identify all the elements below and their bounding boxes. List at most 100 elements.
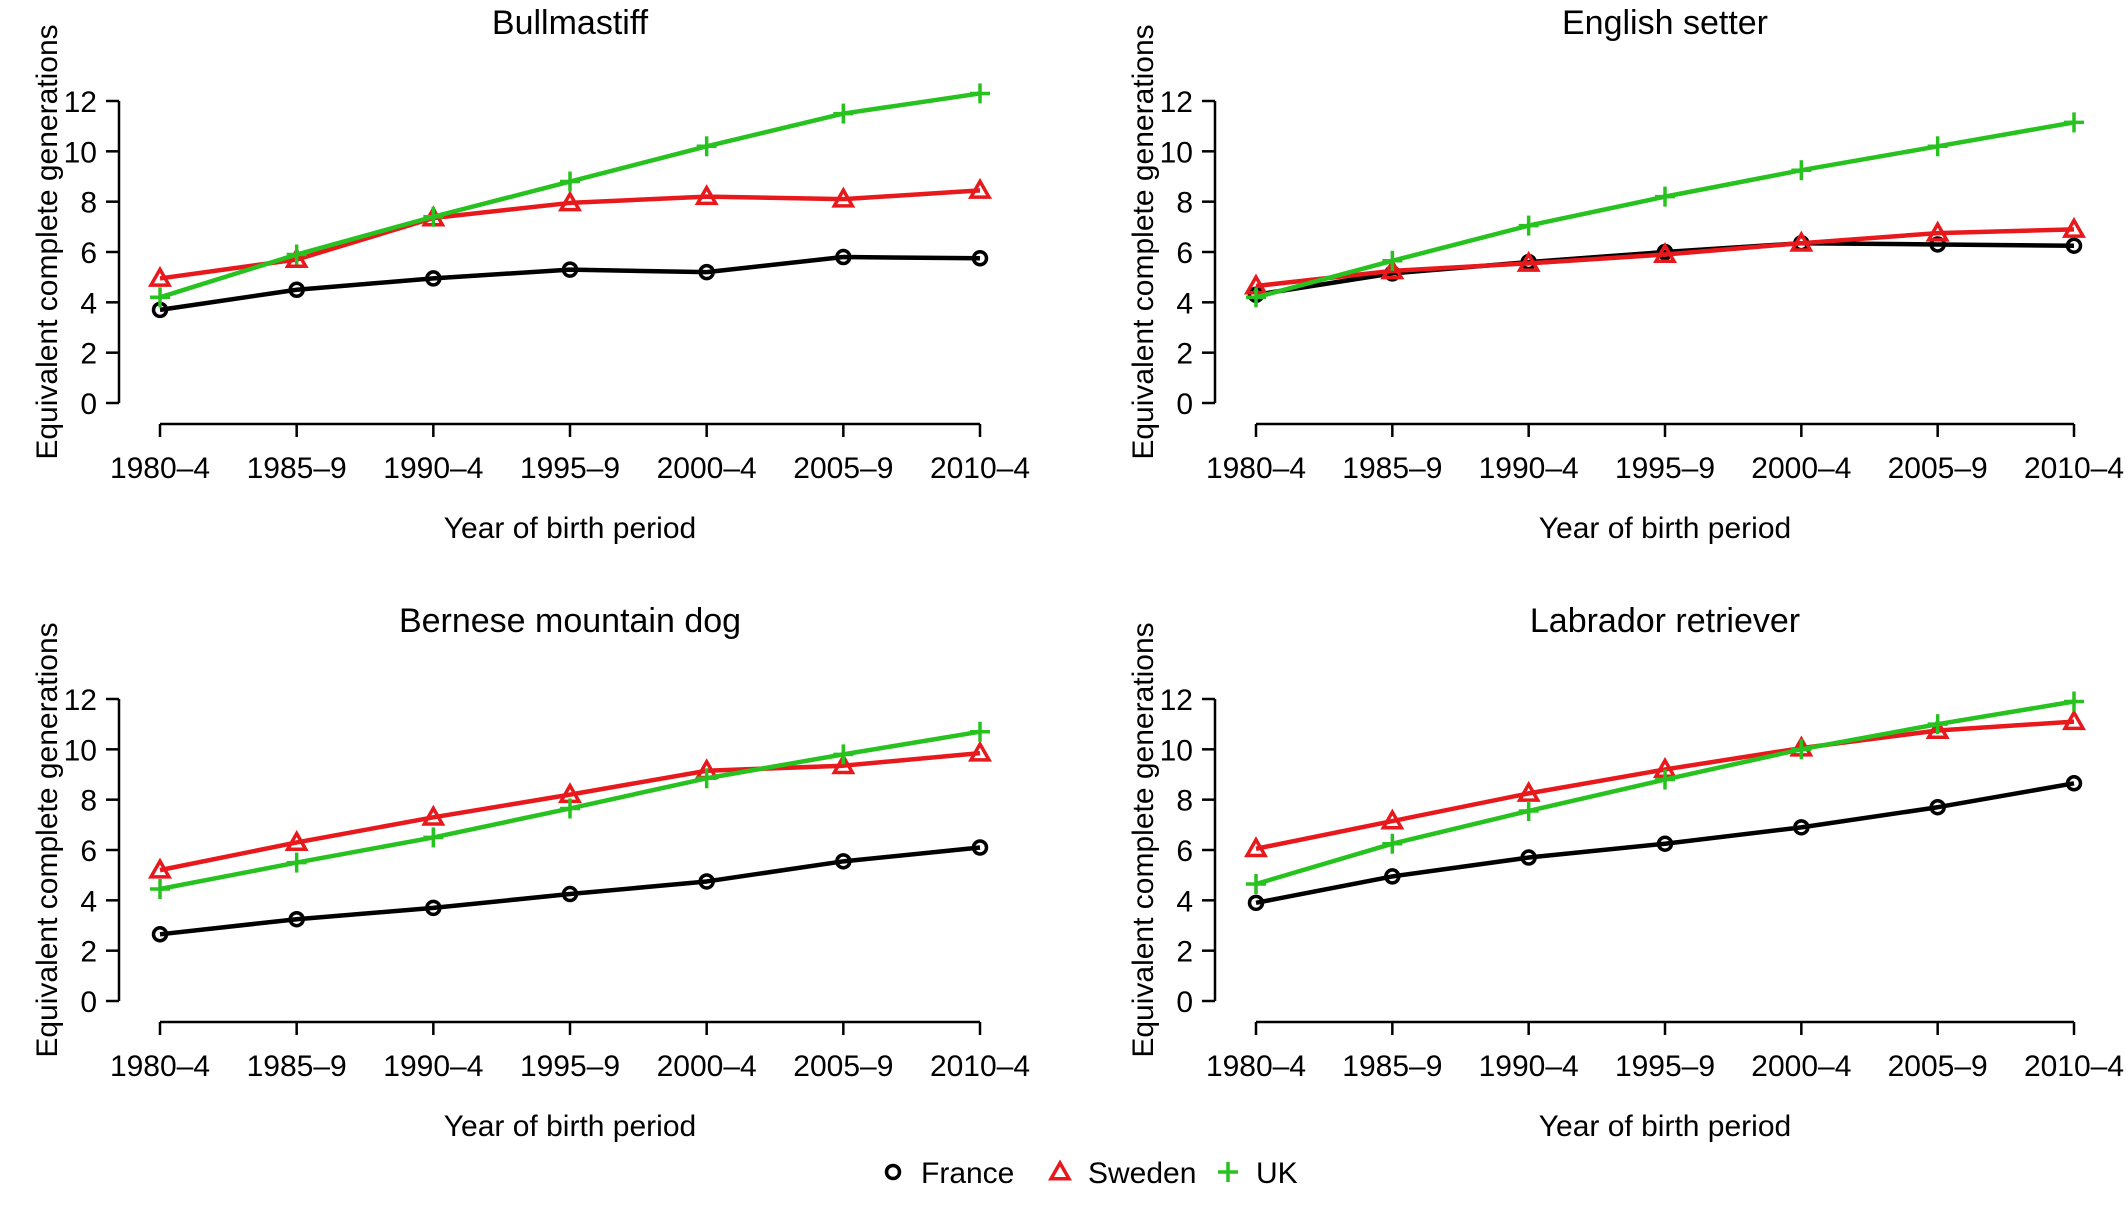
- data-point-sweden: [1380, 808, 1405, 830]
- series-line-sweden: [159, 188, 981, 281]
- data-point-sweden: [967, 740, 993, 762]
- series-line-sweden: [159, 750, 981, 873]
- series-uk: [150, 721, 990, 900]
- panel-title: Bernese mountain dog: [399, 602, 741, 640]
- y-tick-label: 6: [1176, 237, 1193, 270]
- data-point-uk: [1791, 739, 1812, 760]
- series-france: [151, 248, 989, 319]
- data-point-france: [2065, 237, 2083, 254]
- y-tick-label: 2: [80, 936, 97, 969]
- data-point-france: [835, 248, 852, 266]
- data-point-france: [971, 250, 989, 267]
- legend-marker-france: [884, 1163, 902, 1181]
- data-point-sweden: [1652, 241, 1678, 264]
- data-point-france: [1929, 236, 1946, 253]
- y-tick-label: 10: [64, 136, 97, 169]
- data-point-france: [971, 839, 989, 856]
- x-tick-label: 1980–4: [1206, 452, 1306, 485]
- y-axis-title: Equivalent complete generations: [31, 24, 64, 459]
- data-point-uk: [1927, 714, 1948, 735]
- y-tick-label: 4: [1176, 287, 1193, 320]
- data-point-sweden: [2061, 709, 2087, 731]
- y-axis-title: Equivalent complete generations: [31, 622, 64, 1057]
- series-uk: [1246, 112, 2084, 308]
- data-point-france: [425, 899, 442, 917]
- x-tick-label: 1995–9: [1615, 1050, 1715, 1083]
- data-point-sweden: [147, 265, 173, 287]
- series-uk: [150, 83, 990, 308]
- panel-title: English setter: [1562, 4, 1768, 42]
- y-tick-label: 0: [1176, 986, 1193, 1019]
- data-point-france: [1520, 849, 1537, 866]
- data-point-sweden: [694, 184, 719, 206]
- data-point-uk: [833, 744, 854, 765]
- data-point-sweden: [2061, 216, 2087, 238]
- y-tick-label: 12: [1160, 86, 1193, 119]
- data-point-uk: [150, 879, 170, 900]
- x-tick-label: 1990–4: [1479, 452, 1579, 485]
- series-line-france: [1255, 240, 2075, 298]
- series-sweden: [1243, 216, 2087, 295]
- panel-title: Bullmastiff: [492, 4, 649, 42]
- data-point-uk: [1927, 136, 1948, 157]
- y-tick-label: 6: [1176, 835, 1193, 868]
- data-point-france: [1793, 819, 1810, 836]
- data-point-sweden: [1380, 258, 1405, 280]
- series-line-sweden: [1255, 227, 2075, 289]
- data-point-france: [1384, 868, 1401, 885]
- x-tick-label: 2005–9: [1888, 452, 1988, 485]
- y-axis-title: Equivalent complete generations: [1127, 622, 1160, 1057]
- data-point-france: [1247, 894, 1265, 912]
- x-tick-label: 2010–4: [2024, 452, 2124, 485]
- data-point-uk: [423, 206, 444, 227]
- x-tick-label: 1995–9: [520, 1050, 620, 1083]
- y-tick-label: 6: [80, 237, 97, 270]
- data-point-sweden: [1925, 717, 1950, 739]
- y-tick-label: 10: [1160, 734, 1193, 767]
- panel-bernese-mountain-dog: Bernese mountain dog 0 2 4 6 8 10 12Equivalent …: [31, 602, 1030, 1143]
- legend-item-sweden: Sweden: [1047, 1157, 1196, 1190]
- data-point-sweden: [967, 177, 993, 199]
- data-point-uk: [1655, 186, 1675, 207]
- data-point-uk: [833, 103, 854, 124]
- data-point-sweden: [831, 753, 856, 775]
- x-tick-label: 2000–4: [657, 452, 757, 485]
- data-point-france: [835, 853, 852, 870]
- series-france: [151, 839, 989, 943]
- y-tick-label: 8: [80, 785, 97, 818]
- data-point-uk: [1382, 250, 1403, 271]
- series-france: [1247, 775, 2083, 912]
- data-point-sweden: [1516, 250, 1541, 272]
- y-tick-label: 4: [1176, 885, 1193, 918]
- x-tick-label: 1990–4: [1479, 1050, 1579, 1083]
- x-tick-label: 1990–4: [383, 452, 483, 485]
- data-point-sweden: [421, 804, 446, 826]
- x-axis-title: Year of birth period: [444, 512, 696, 545]
- series-sweden: [147, 740, 993, 879]
- data-point-france: [2065, 775, 2083, 792]
- data-point-uk: [970, 721, 990, 742]
- y-axis-title: Equivalent complete generations: [1127, 24, 1160, 459]
- y-tick-label: 4: [80, 287, 97, 320]
- y-tick-label: 2: [80, 338, 97, 371]
- data-point-uk: [696, 136, 717, 157]
- legend-label: France: [921, 1157, 1014, 1190]
- y-tick-label: 12: [64, 86, 97, 119]
- legend: France Sweden UK: [884, 1157, 1298, 1190]
- data-point-france: [561, 885, 579, 903]
- x-tick-label: 2005–9: [793, 1050, 893, 1083]
- y-tick-label: 8: [1176, 187, 1193, 220]
- legend-item-uk: UK: [1218, 1157, 1298, 1190]
- data-point-sweden: [284, 247, 309, 269]
- data-point-uk: [423, 827, 444, 848]
- data-point-uk: [1246, 873, 1266, 894]
- data-point-uk: [560, 171, 580, 192]
- y-tick-label: 2: [1176, 936, 1193, 969]
- x-tick-label: 2005–9: [793, 452, 893, 485]
- legend-label: UK: [1256, 1157, 1298, 1190]
- y-tick-label: 8: [80, 187, 97, 220]
